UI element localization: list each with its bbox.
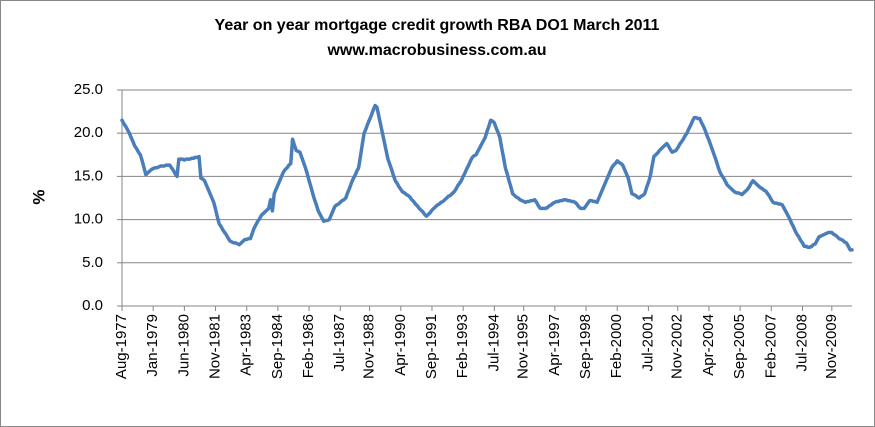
y-tick-label: 15.0: [74, 167, 103, 184]
y-tick-label: 25.0: [74, 81, 103, 98]
x-tick-label: Jul-1994: [485, 314, 502, 372]
x-tick-label: Sep-1984: [269, 314, 286, 379]
chart-title: Year on year mortgage credit growth RBA …: [215, 17, 660, 34]
x-tick-label: Sep-1991: [423, 314, 440, 379]
x-tick-label: Nov-1988: [361, 314, 378, 379]
y-tick-label: 0.0: [82, 297, 103, 314]
x-tick-label: Nov-2002: [669, 314, 686, 379]
x-tick-label: Sep-1998: [577, 314, 594, 379]
x-tick-label: Feb-1986: [300, 314, 317, 378]
x-tick-label: Jul-2008: [793, 314, 810, 372]
x-tick-label: Apr-1983: [238, 314, 255, 376]
x-tick-label: Apr-2004: [700, 314, 717, 376]
x-tick-label: Nov-1995: [515, 314, 532, 379]
x-tick-label: Jul-1987: [331, 314, 348, 372]
x-tick-label: Feb-1993: [454, 314, 471, 378]
data-line: [120, 103, 854, 252]
y-tick-label: 5.0: [82, 254, 103, 271]
x-tick-label: Feb-2007: [762, 314, 779, 378]
y-axis-label: %: [29, 189, 48, 204]
x-tick-label: Jul-2001: [639, 314, 656, 372]
y-tick-label: 10.0: [74, 211, 103, 228]
x-tick-label: Aug-1977: [113, 314, 130, 379]
x-tick-label: Nov-2009: [823, 314, 840, 379]
x-tick-label: Jun-1980: [175, 314, 192, 377]
x-tick-label: Apr-1997: [546, 314, 563, 376]
x-tick-label: Nov-1981: [207, 314, 224, 379]
x-tick-label: Apr-1990: [392, 314, 409, 376]
x-tick-label: Sep-2005: [731, 314, 748, 379]
x-tick-label: Feb-2000: [608, 314, 625, 378]
chart-subtitle: www.macrobusiness.com.au: [326, 42, 546, 59]
y-tick-label: 20.0: [74, 124, 103, 141]
x-tick-label: Jan-1979: [144, 314, 161, 377]
